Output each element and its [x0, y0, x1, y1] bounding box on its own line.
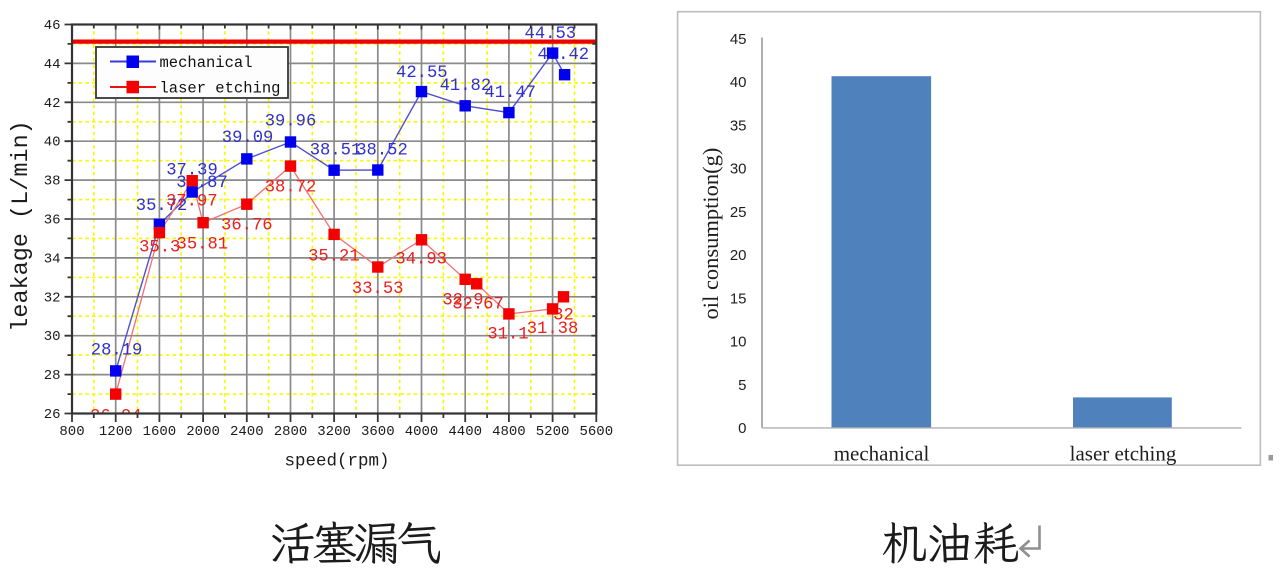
svg-text:3200: 3200 [317, 424, 351, 440]
svg-text:36.87: 36.87 [176, 174, 228, 193]
svg-text:mechanical: mechanical [834, 442, 930, 466]
svg-text:4400: 4400 [448, 424, 482, 440]
svg-text:34.93: 34.93 [395, 251, 447, 270]
svg-text:mechanical: mechanical [160, 54, 253, 72]
svg-text:38.51: 38.51 [310, 142, 362, 161]
svg-text:laser etching: laser etching [160, 80, 281, 98]
svg-text:15: 15 [730, 290, 747, 307]
svg-text:3600: 3600 [361, 424, 395, 440]
svg-text:34: 34 [44, 251, 61, 267]
svg-text:oil consumption(g): oil consumption(g) [698, 148, 723, 320]
svg-text:41.82: 41.82 [440, 77, 492, 96]
svg-text:2000: 2000 [186, 424, 220, 440]
svg-text:38: 38 [44, 174, 61, 190]
svg-text:38.52: 38.52 [356, 142, 408, 161]
svg-text:40: 40 [44, 135, 61, 151]
svg-text:35.21: 35.21 [308, 248, 360, 267]
svg-text:35: 35 [730, 117, 747, 134]
svg-text:42.55: 42.55 [396, 64, 448, 83]
svg-text:800: 800 [59, 424, 84, 440]
svg-text:30: 30 [730, 161, 747, 178]
svg-text:speed(rpm): speed(rpm) [284, 452, 389, 472]
svg-text:30: 30 [44, 329, 61, 345]
svg-text:26.94: 26.94 [90, 408, 142, 427]
svg-text:5200: 5200 [536, 424, 570, 440]
svg-text:35.72: 35.72 [136, 197, 188, 216]
svg-text:0: 0 [738, 420, 746, 437]
svg-text:4000: 4000 [405, 424, 439, 440]
svg-text:1200: 1200 [99, 424, 133, 440]
svg-text:1600: 1600 [143, 424, 177, 440]
svg-text:45: 45 [730, 31, 747, 48]
svg-text:38.72: 38.72 [265, 178, 317, 197]
svg-text:2800: 2800 [274, 424, 308, 440]
svg-text:32.67: 32.67 [452, 296, 504, 315]
svg-text:44: 44 [44, 57, 61, 73]
svg-text:10: 10 [730, 334, 747, 351]
svg-text:26: 26 [44, 407, 61, 423]
svg-text:5600: 5600 [579, 424, 613, 440]
svg-text:31.1: 31.1 [487, 326, 528, 345]
svg-text:44.53: 44.53 [525, 25, 577, 44]
svg-text:leakage (L/min): leakage (L/min) [8, 120, 35, 332]
svg-text:42: 42 [44, 96, 61, 112]
svg-text:36.76: 36.76 [221, 216, 273, 235]
svg-text:41.47: 41.47 [484, 84, 536, 103]
svg-text:46: 46 [44, 18, 61, 34]
svg-text:20: 20 [730, 247, 747, 264]
svg-text:36: 36 [44, 213, 61, 229]
svg-text:5: 5 [738, 377, 746, 394]
svg-text:28.19: 28.19 [91, 342, 143, 361]
svg-text:32: 32 [553, 307, 574, 326]
svg-text:25: 25 [730, 204, 747, 221]
svg-text:4800: 4800 [492, 424, 526, 440]
svg-text:32: 32 [44, 290, 61, 306]
svg-text:37.39: 37.39 [166, 162, 218, 181]
svg-text:laser etching: laser etching [1070, 442, 1177, 466]
svg-text:37.97: 37.97 [166, 192, 218, 211]
svg-text:43.42: 43.42 [538, 46, 590, 65]
svg-text:35.81: 35.81 [177, 236, 229, 255]
svg-text:39.96: 39.96 [265, 113, 317, 132]
svg-text:28: 28 [44, 368, 61, 384]
svg-text:39.09: 39.09 [222, 129, 274, 148]
svg-text:35.3: 35.3 [139, 238, 180, 257]
svg-text:40: 40 [730, 74, 747, 91]
svg-text:2400: 2400 [230, 424, 264, 440]
svg-text:33.53: 33.53 [352, 280, 404, 299]
svg-text:32.9: 32.9 [442, 292, 483, 311]
svg-text:31.38: 31.38 [527, 320, 579, 339]
